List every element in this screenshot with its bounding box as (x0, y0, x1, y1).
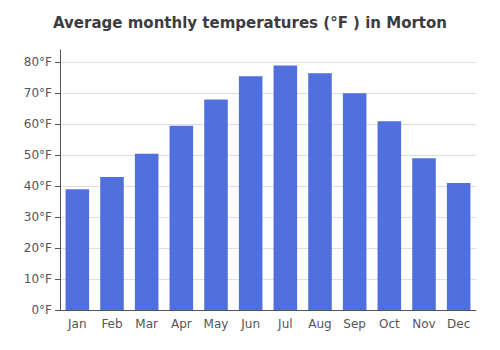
svg-text:Aug: Aug (308, 317, 331, 331)
svg-text:30°F: 30°F (24, 210, 52, 224)
svg-text:80°F: 80°F (24, 55, 52, 69)
svg-text:40°F: 40°F (24, 179, 52, 193)
svg-text:Feb: Feb (101, 317, 122, 331)
svg-text:Nov: Nov (412, 317, 435, 331)
svg-text:Apr: Apr (171, 317, 192, 331)
svg-text:Average monthly temperatures (: Average monthly temperatures (°F ) in Mo… (53, 14, 447, 32)
svg-text:10°F: 10°F (24, 272, 52, 286)
svg-text:Jun: Jun (240, 317, 260, 331)
svg-text:20°F: 20°F (24, 241, 52, 255)
svg-text:70°F: 70°F (24, 86, 52, 100)
svg-text:Dec: Dec (447, 317, 470, 331)
svg-text:Jul: Jul (277, 317, 292, 331)
svg-text:Oct: Oct (379, 317, 400, 331)
svg-text:0°F: 0°F (31, 303, 52, 317)
svg-text:Mar: Mar (135, 317, 158, 331)
svg-text:Sep: Sep (343, 317, 366, 331)
svg-text:May: May (204, 317, 229, 331)
svg-text:Jan: Jan (67, 317, 87, 331)
svg-text:60°F: 60°F (24, 117, 52, 131)
svg-text:50°F: 50°F (24, 148, 52, 162)
